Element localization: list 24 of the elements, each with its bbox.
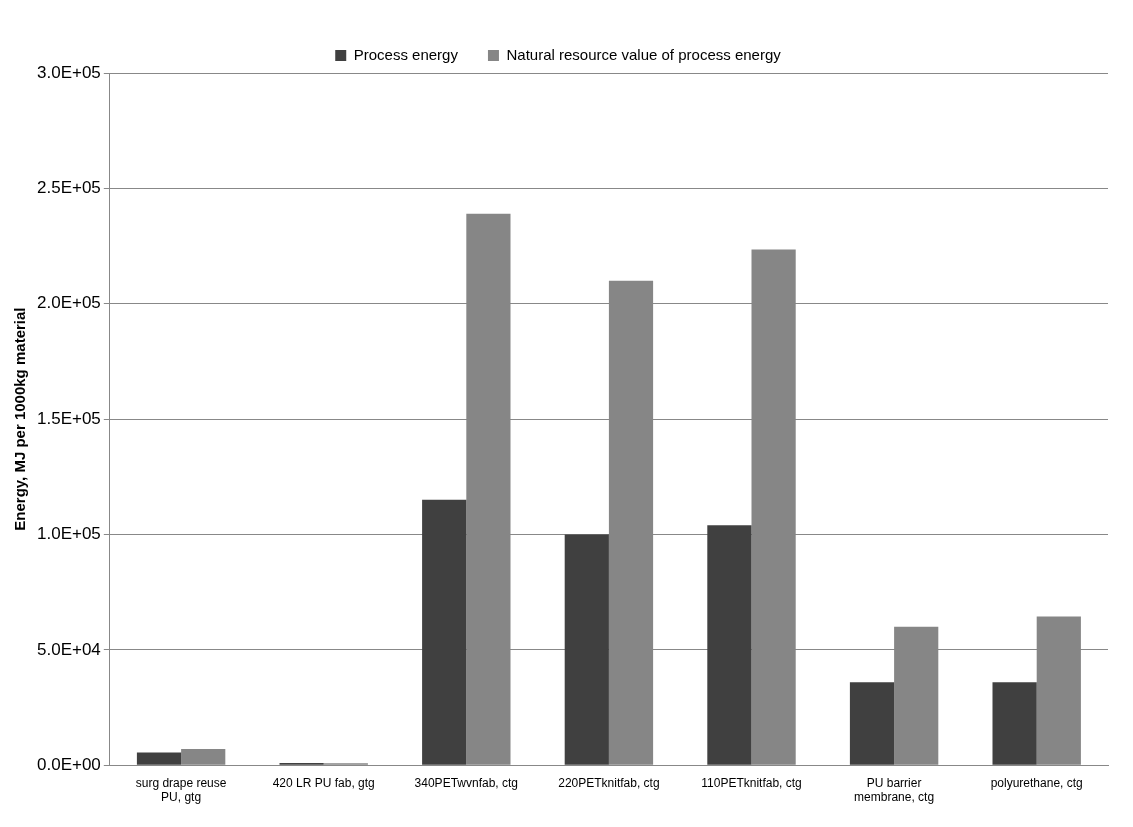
y-tick-label: 3.0E+05 [37, 62, 101, 82]
x-tick-label: 220PETknitfab, ctg [558, 775, 660, 790]
y-tick-label: 2.0E+05 [37, 293, 101, 313]
bar [181, 749, 226, 765]
y-tick-label: 1.0E+05 [37, 524, 101, 544]
x-tick-label: polyurethane, ctg [990, 775, 1083, 790]
y-tick-label: 1.5E+05 [37, 408, 101, 428]
bar [422, 499, 467, 765]
bar [564, 534, 609, 765]
y-tick-label: 0.0E+00 [37, 754, 101, 774]
y-tick-label: 2.5E+05 [37, 178, 101, 198]
bar [849, 682, 895, 765]
x-tick-label: 340PETwvnfab, ctg [414, 775, 519, 790]
bar [136, 752, 182, 765]
legend-label: Process energy [353, 45, 459, 63]
y-tick-label: 5.0E+04 [37, 639, 101, 659]
legend-label: Natural resource value of process energy [506, 45, 782, 63]
x-tick-label: 110PETknitfab, ctg [701, 775, 802, 790]
bar [707, 525, 752, 765]
x-tick-label: 420 LR PU fab, gtg [272, 775, 375, 790]
bar [992, 682, 1037, 765]
y-axis-title: Energy, MJ per 1000kg material [11, 307, 29, 531]
x-tick-label: PU barrier membrane, ctg [854, 775, 935, 805]
x-tick-label: surg drape reuse PU, gtg [135, 775, 227, 805]
